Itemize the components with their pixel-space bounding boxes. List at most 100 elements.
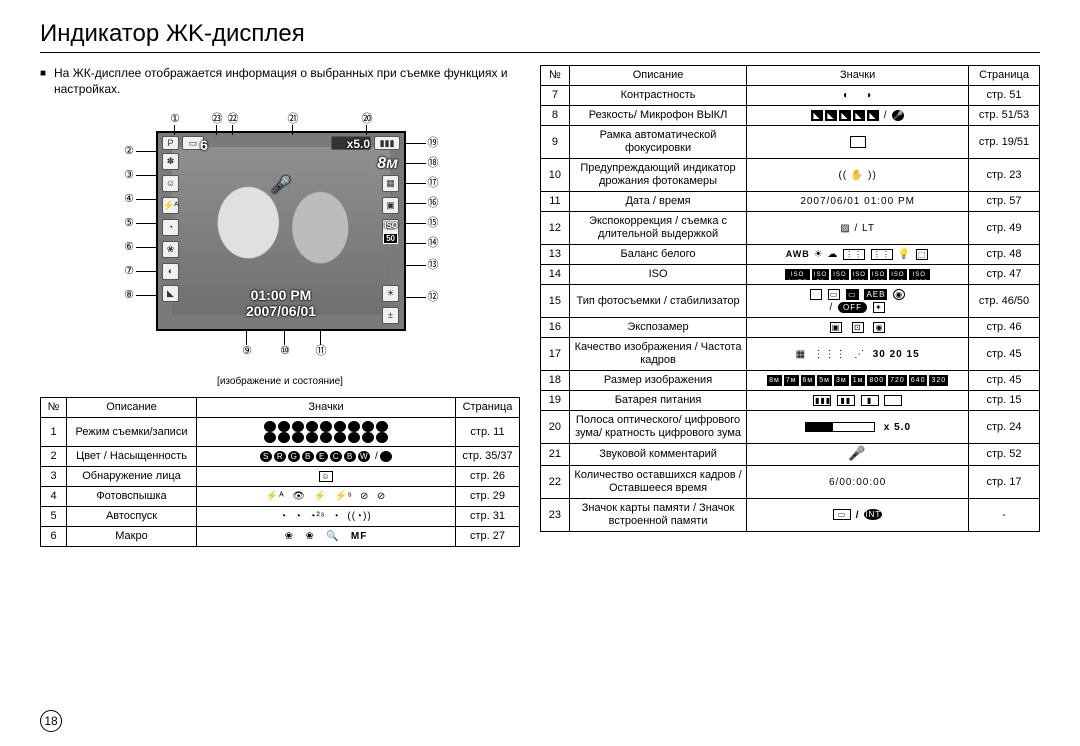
title-underline	[40, 52, 1040, 53]
callout-22: ㉒	[226, 113, 240, 127]
cell-page: стр. 31	[456, 507, 520, 527]
table-row: 14ISOISOAUTOISO50ISO100ISO200ISO400ISO80…	[541, 265, 1040, 285]
cell-page: стр. 49	[969, 212, 1040, 245]
cell-desc: Автоспуск	[67, 507, 197, 527]
lcd-diagram: ① ㉓ ㉒ ㉑ ⑳ ② ③ ④ ⑤ ⑥ ⑦ ⑧ ⑲ ⑱ ⑰ ⑯ ⑮ ⑭ ⑬ ⑫ …	[100, 107, 460, 387]
cell-num: 10	[541, 159, 570, 192]
cell-page: стр. 52	[969, 444, 1040, 466]
cell-num: 15	[541, 285, 570, 318]
page-number: 18	[40, 710, 62, 732]
cell-icons: ▦ ⋮⋮⋮ ⋰ 30 20 15	[747, 338, 969, 371]
table-row: 1Режим съемки/записистр. 11	[41, 418, 520, 447]
callout-13: ⑬	[426, 259, 440, 273]
th-desc: Описание	[67, 398, 197, 418]
flash-icon: ⚡ᴬ	[162, 197, 179, 214]
cell-num: 18	[541, 371, 570, 391]
macro-icon: ❀	[162, 241, 179, 258]
cell-page: стр. 47	[969, 265, 1040, 285]
cell-desc: Значок карты памяти / Значок встроенной …	[569, 499, 746, 532]
meter-icon: ▣	[382, 197, 399, 214]
cell-page: стр. 48	[969, 245, 1040, 265]
callout-19: ⑲	[426, 137, 440, 151]
cell-page: стр. 51/53	[969, 106, 1040, 126]
cell-num: 7	[541, 86, 570, 106]
th-num: №	[541, 66, 570, 86]
callout-12: ⑫	[426, 291, 440, 305]
lcd-size: 8м	[377, 155, 398, 173]
cell-num: 3	[41, 467, 67, 487]
callout-11: ⑪	[314, 345, 328, 359]
cell-icons: ☺	[197, 467, 456, 487]
mic-icon: 🎤	[271, 175, 291, 195]
table-row: 9Рамка автоматической фокусировкистр. 19…	[541, 126, 1040, 159]
callout-9: ⑨	[240, 345, 254, 359]
table-row: 17Качество изображения / Частота кадров▦…	[541, 338, 1040, 371]
cell-page: стр. 17	[969, 466, 1040, 499]
cell-num: 4	[41, 487, 67, 507]
cell-num: 2	[41, 447, 67, 467]
cell-desc: Качество изображения / Частота кадров	[569, 338, 746, 371]
left-table: № Описание Значки Страница 1Режим съемки…	[40, 397, 520, 547]
cell-desc: Дата / время	[569, 192, 746, 212]
face-icon: ☺	[162, 175, 179, 192]
cell-desc: Полоса оптического/ цифрового зума/ крат…	[569, 411, 746, 444]
cell-num: 11	[541, 192, 570, 212]
callout-6: ⑥	[122, 241, 136, 255]
cell-icons: 🎤	[747, 444, 969, 466]
cell-desc: Баланс белого	[569, 245, 746, 265]
lcd-screen: P ▭ ▮▮▮ ✽ ☺ ⚡ᴬ ◔ ❀ ◐ ◣ ▦	[156, 131, 406, 331]
lcd-date: 2007/06/01	[246, 303, 316, 319]
cell-icons: ▭ ▭ AEB ◉/ OFF ✦	[747, 285, 969, 318]
cell-icons	[747, 126, 969, 159]
cell-page: стр. 29	[456, 487, 520, 507]
cell-num: 21	[541, 444, 570, 466]
table-row: 6Макро❀ ❀ 🔍 MFстр. 27	[41, 527, 520, 547]
callout-16: ⑯	[426, 197, 440, 211]
cell-desc: Размер изображения	[569, 371, 746, 391]
table-row: 8Резкость/ Микрофон ВЫКЛ◣◣◣◣◣ / 🎤стр. 51…	[541, 106, 1040, 126]
callout-1: ①	[168, 113, 182, 127]
lcd-iso-value: 50	[383, 233, 398, 244]
callout-20: ⑳	[360, 113, 374, 127]
table-row: 3Обнаружение лица☺стр. 26	[41, 467, 520, 487]
intro-text: На ЖК-дисплее отображается информация о …	[40, 65, 520, 97]
lcd-time: 01:00 PM	[251, 287, 312, 303]
table-header-row: № Описание Значки Страница	[41, 398, 520, 418]
cell-desc: Батарея питания	[569, 391, 746, 411]
cell-num: 5	[41, 507, 67, 527]
cell-icons: SRGBECBW /	[197, 447, 456, 467]
table-row: 2Цвет / НасыщенностьSRGBECBW /стр. 35/37	[41, 447, 520, 467]
cell-icons: ▭ / INT	[747, 499, 969, 532]
callout-17: ⑰	[426, 177, 440, 191]
callout-3: ③	[122, 169, 136, 183]
callout-4: ④	[122, 193, 136, 207]
table-row: 19Батарея питания▮▮▮ ▮▮ ▮ стр. 15	[541, 391, 1040, 411]
lcd-shots: 6	[200, 137, 208, 153]
cell-page: стр. 19/51	[969, 126, 1040, 159]
cell-page: стр. 45	[969, 371, 1040, 391]
cell-num: 14	[541, 265, 570, 285]
timer-icon: ◔	[162, 219, 179, 236]
cell-icons: ❀ ❀ 🔍 MF	[197, 527, 456, 547]
callout-18: ⑱	[426, 157, 440, 171]
table-row: 22Количество оставшихся кадров / Оставше…	[541, 466, 1040, 499]
cell-desc: Контрастность	[569, 86, 746, 106]
cell-page: стр. 46	[969, 318, 1040, 338]
cell-num: 20	[541, 411, 570, 444]
cell-icons: ▣ ⊡ ◉	[747, 318, 969, 338]
cell-page: стр. 46/50	[969, 285, 1040, 318]
callout-21: ㉑	[286, 113, 300, 127]
content-columns: На ЖК-дисплее отображается информация о …	[40, 65, 1040, 547]
cell-desc: Тип фотосъемки / стабилизатор	[569, 285, 746, 318]
th-desc: Описание	[569, 66, 746, 86]
cell-desc: Рамка автоматической фокусировки	[569, 126, 746, 159]
table-row: 15Тип фотосъемки / стабилизатор ▭ ▭ AEB …	[541, 285, 1040, 318]
icons-text: 2007/06/01 01:00 PM	[800, 196, 915, 207]
callout-5: ⑤	[122, 217, 136, 231]
table-row: 13Баланс белогоAWB ☀ ☁ ⋮⋮ ⋮⋮ 💡 ⬚стр. 48	[541, 245, 1040, 265]
cell-desc: Звуковой комментарий	[569, 444, 746, 466]
th-num: №	[41, 398, 67, 418]
table-row: 10Предупреждающий индикатор дрожания фот…	[541, 159, 1040, 192]
cell-num: 16	[541, 318, 570, 338]
cell-num: 19	[541, 391, 570, 411]
